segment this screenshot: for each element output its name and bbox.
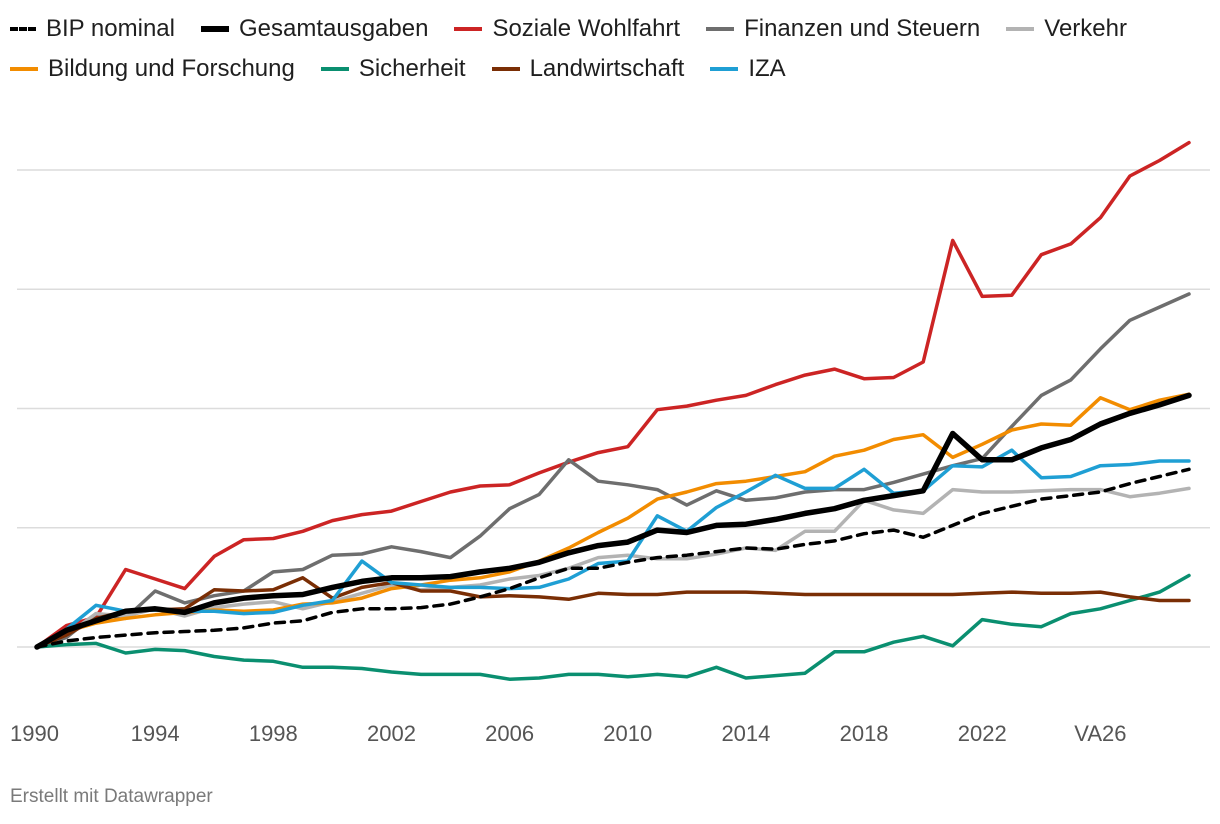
legend-swatch [10,27,36,31]
series-line-verkehr [35,486,1191,649]
legend-swatch [1006,27,1035,31]
x-tick-label: 2014 [721,721,770,746]
legend-item-iza: IZA [710,54,786,84]
x-tick-label: 2006 [485,721,534,746]
legend-item-bildung-und-forschung: Bildung und Forschung [10,54,295,84]
series-line-gesamtausgaben [34,392,1192,650]
series-line-soziale-wohlfahrt [35,140,1191,649]
x-tick-label: 1990 [10,721,59,746]
x-tick-label: 1994 [131,721,180,746]
series-line-sicherheit [35,573,1191,681]
series-layer [34,140,1192,681]
legend: BIP nominal Gesamtausgaben Soziale Wohlfah… [10,14,1200,84]
legend-swatch [710,67,739,71]
x-axis: 1990 1994 1998 2002 2006 2010 2014 2018 2022 VA26 [10,721,1126,746]
x-tick-label: 2010 [603,721,652,746]
legend-label: Soziale Wohlfahrt [492,15,681,42]
legend-item-verkehr: Verkehr [1006,14,1127,44]
footer-credit: Erstellt mit Datawrapper [10,786,213,807]
legend-swatch [706,27,735,31]
legend-item-gesamtausgaben: Gesamtausgaben [200,14,429,44]
legend-item-bip-nominal: BIP nominal [10,14,175,44]
legend-label: Sicherheit [358,55,466,82]
grid-layer [17,169,1210,648]
legend-label: Verkehr [1044,15,1127,42]
x-tick-label: 2018 [840,721,889,746]
legend-item-sicherheit: Sicherheit [320,54,466,84]
legend-label: IZA [748,55,786,82]
legend-swatch [320,67,349,71]
legend-label: Finanzen und Steuern [744,15,981,42]
series-line-bip-nominal [35,467,1191,649]
legend-label: Gesamtausgaben [238,15,429,42]
legend-label: Landwirtschaft [529,55,685,82]
legend-swatch [491,67,520,71]
series-line-finanzen-und-steuern [35,292,1191,649]
series-line-bildung-und-forschung [35,392,1191,649]
legend-item-soziale-wohlfahrt: Soziale Wohlfahrt [454,14,680,44]
legend-item-finanzen-und-steuern: Finanzen und Steuern [706,14,980,44]
legend-label: BIP nominal [46,15,175,42]
x-tick-label: VA26 [1074,721,1126,746]
legend-swatch [10,67,38,71]
legend-label: Bildung und Forschung [48,55,295,82]
legend-swatch [454,27,483,31]
legend-item-landwirtschaft: Landwirtschaft [491,54,685,84]
series-line-landwirtschaft [35,576,1191,649]
x-tick-label: 2002 [367,721,416,746]
x-tick-label: 1998 [249,721,298,746]
legend-swatch [200,26,229,32]
series-line-iza [35,448,1191,649]
x-tick-label: 2022 [958,721,1007,746]
